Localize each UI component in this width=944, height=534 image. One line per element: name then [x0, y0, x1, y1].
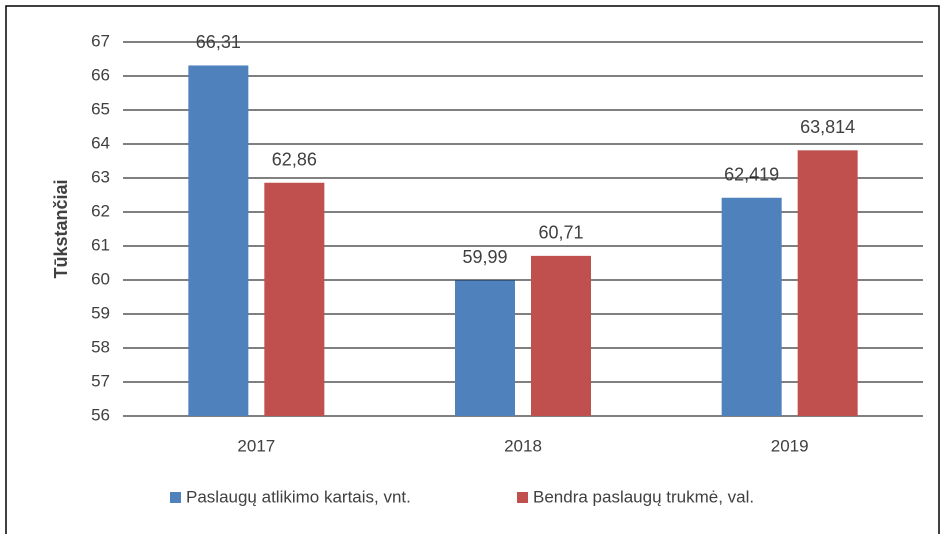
x-tick-label: 2017	[237, 436, 275, 455]
bar	[455, 280, 515, 416]
x-tick-label: 2018	[504, 436, 542, 455]
legend-label: Bendra paslaugų trukmė, val.	[533, 487, 754, 506]
y-tick-label: 56	[91, 405, 110, 424]
bar	[531, 255, 591, 416]
data-label: 62,86	[272, 150, 317, 170]
bar	[797, 150, 858, 416]
y-tick-label: 67	[91, 31, 110, 50]
y-tick-label: 63	[91, 167, 110, 186]
x-tick-label: 2019	[771, 436, 809, 455]
data-label: 59,99	[462, 247, 507, 267]
y-tick-label: 64	[91, 133, 110, 152]
y-tick-label: 66	[91, 65, 110, 84]
bar	[188, 65, 249, 417]
y-tick-label: 62	[91, 201, 110, 220]
y-tick-label: 59	[91, 303, 110, 322]
bar	[721, 197, 782, 416]
y-tick-label: 61	[91, 235, 110, 254]
data-label: 60,71	[538, 223, 583, 243]
data-label: 63,814	[800, 117, 855, 137]
legend-label: Paslaugų atlikimo kartais, vnt.	[186, 487, 411, 506]
y-axis-label: Tūkstančiai	[51, 179, 71, 278]
y-tick-label: 65	[91, 99, 110, 118]
bar	[264, 182, 325, 416]
data-label: 66,31	[196, 32, 241, 52]
legend-swatch	[517, 492, 528, 503]
chart-border	[5, 5, 940, 534]
data-label: 62,419	[724, 165, 779, 185]
y-tick-label: 58	[91, 337, 110, 356]
legend-swatch	[170, 492, 181, 503]
y-tick-label: 57	[91, 371, 110, 390]
y-tick-label: 60	[91, 269, 110, 288]
